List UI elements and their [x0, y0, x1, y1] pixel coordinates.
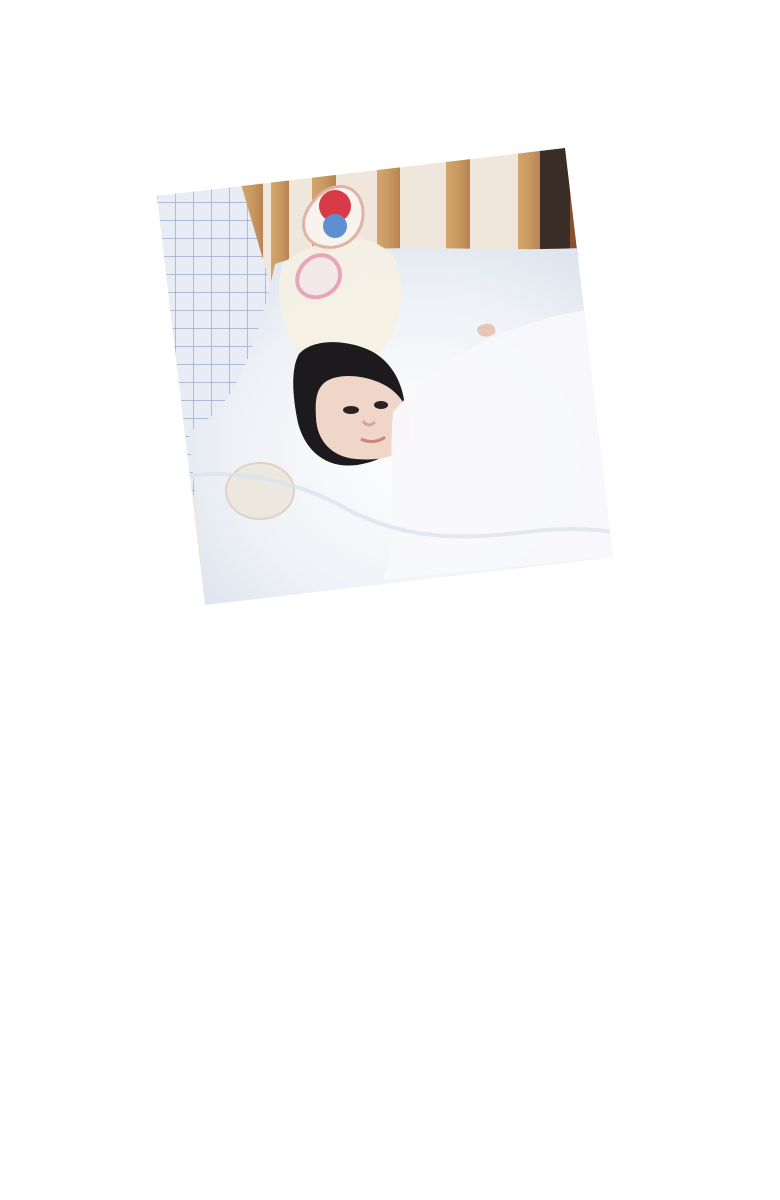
- pink-rattle-ring: [295, 253, 343, 300]
- baby-mouth: [360, 435, 386, 443]
- baby-right-eye: [374, 401, 388, 409]
- photo-content: [157, 148, 613, 605]
- blanket-shadow-line: [170, 471, 613, 539]
- baby-hand: [477, 323, 496, 337]
- baby-face: [315, 376, 411, 460]
- rattle-blue-center: [323, 214, 347, 238]
- baby-left-eye: [343, 406, 359, 414]
- rattle-red-center: [319, 190, 351, 222]
- baby: [293, 342, 411, 466]
- photo-canvas: [157, 148, 613, 605]
- blanket-cover-folds: [383, 306, 613, 580]
- pacifier-or-small-cloth: [225, 462, 295, 520]
- baby-photo: [157, 148, 613, 605]
- baby-nose: [361, 420, 377, 427]
